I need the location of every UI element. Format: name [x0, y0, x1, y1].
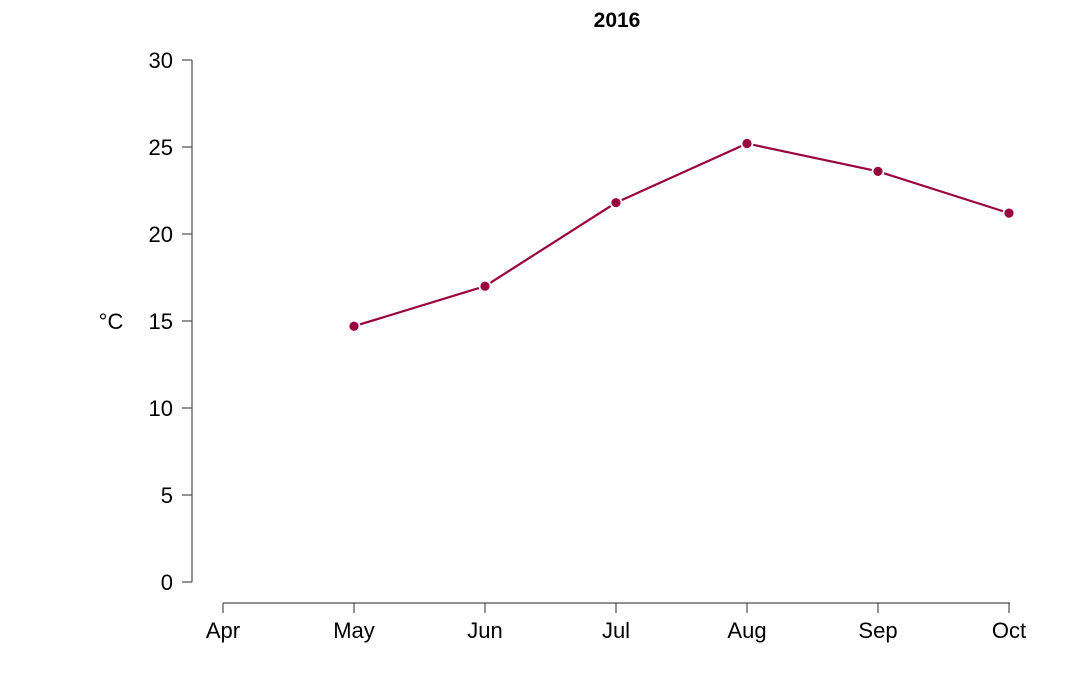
x-tick-label: May	[333, 618, 375, 643]
y-tick-label: 10	[149, 396, 173, 421]
y-tick-label: 20	[149, 222, 173, 247]
x-tick-label: Apr	[206, 618, 240, 643]
y-tick-label: 15	[149, 309, 173, 334]
series-line-segment	[484, 201, 617, 288]
x-tick-label: Aug	[727, 618, 766, 643]
y-tick-label: 0	[161, 570, 173, 595]
x-tick-label: Jul	[602, 618, 630, 643]
series-layer	[347, 137, 1016, 333]
series-line-segment	[746, 142, 879, 173]
x-tick-label: Oct	[992, 618, 1026, 643]
data-point	[1002, 206, 1016, 220]
series-line-segment	[353, 285, 486, 328]
y-tick-label: 5	[161, 483, 173, 508]
data-point	[609, 196, 623, 210]
y-tick-label: 30	[149, 48, 173, 73]
x-tick-label: Sep	[858, 618, 897, 643]
y-tick-label: 25	[149, 135, 173, 160]
y-ticks: 0 5 10 15 20 25 30	[149, 48, 192, 595]
x-tick-label: Jun	[467, 618, 502, 643]
data-point	[871, 164, 885, 178]
x-axis: Apr May Jun Jul Aug Sep Oct	[206, 602, 1026, 643]
y-axis-title: °C	[99, 309, 124, 334]
data-point	[347, 319, 361, 333]
series-line-segment	[877, 170, 1010, 215]
y-axis: 0 5 10 15 20 25 30	[149, 48, 193, 595]
data-point	[740, 137, 754, 150]
x-ticks: Apr May Jun Jul Aug Sep Oct	[206, 603, 1026, 643]
chart-title: 2016	[594, 9, 641, 32]
data-point	[478, 279, 492, 293]
series-line-segment	[615, 142, 748, 204]
